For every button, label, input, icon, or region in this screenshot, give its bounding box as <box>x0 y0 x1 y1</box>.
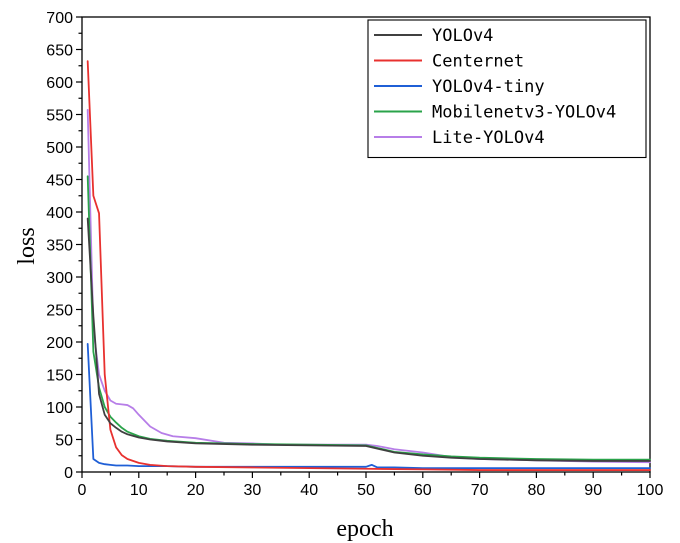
legend: YOLOv4 Centernet YOLOv4-tiny Mobilenetv3-YO… <box>367 19 647 159</box>
y-tick-label: 650 <box>46 43 73 60</box>
x-tick-label: 0 <box>78 482 87 499</box>
legend-label: YOLOv4 <box>432 26 493 46</box>
series-line-centernet <box>86 60 651 471</box>
y-tick-label: 600 <box>46 75 73 92</box>
y-tick-label: 450 <box>46 173 73 190</box>
y-tick-label: 50 <box>55 433 73 450</box>
x-tick-label: 10 <box>130 482 148 499</box>
series-line-yolov4 <box>86 217 651 462</box>
y-tick-label: 150 <box>46 368 73 385</box>
x-tick-label: 40 <box>300 482 318 499</box>
x-tick-label: 20 <box>187 482 205 499</box>
x-tick-label: 70 <box>471 482 489 499</box>
y-tick-label: 550 <box>46 108 73 125</box>
y-tick-label: 300 <box>46 270 73 287</box>
series-line-lite-yolov4 <box>86 109 651 464</box>
legend-label: Centernet <box>432 52 524 72</box>
series-line-mobilenetv3-yolov4 <box>86 175 651 461</box>
y-tick-label: 0 <box>64 465 73 482</box>
x-tick-label: 60 <box>414 482 432 499</box>
legend-box <box>367 19 647 159</box>
y-tick-label: 700 <box>46 10 73 27</box>
y-tick-label: 350 <box>46 238 73 255</box>
x-tick-label: 90 <box>584 482 602 499</box>
y-axis-title: loss <box>14 227 40 264</box>
y-tick-label: 100 <box>46 400 73 417</box>
axes-layer: 0 10 20 30 40 50 60 70 80 90 100 0 50 100 150 200 250 300… <box>46 10 663 499</box>
y-tick-label: 200 <box>46 335 73 352</box>
x-tick-label: 80 <box>528 482 546 499</box>
y-tick-label: 250 <box>46 303 73 320</box>
x-axis-title: epoch <box>336 516 393 542</box>
series-line-yolov4-tiny <box>86 343 651 469</box>
legend-label: YOLOv4-tiny <box>432 77 545 97</box>
y-tick-label: 500 <box>46 140 73 157</box>
x-tick-label: 30 <box>244 482 262 499</box>
series-layer <box>86 60 651 471</box>
x-tick-label: 100 <box>637 482 664 499</box>
legend-label: Mobilenetv3-YOLOv4 <box>432 103 616 123</box>
y-tick-label: 400 <box>46 205 73 222</box>
x-tick-label: 50 <box>357 482 375 499</box>
legend-label: Lite-YOLOv4 <box>432 128 545 148</box>
